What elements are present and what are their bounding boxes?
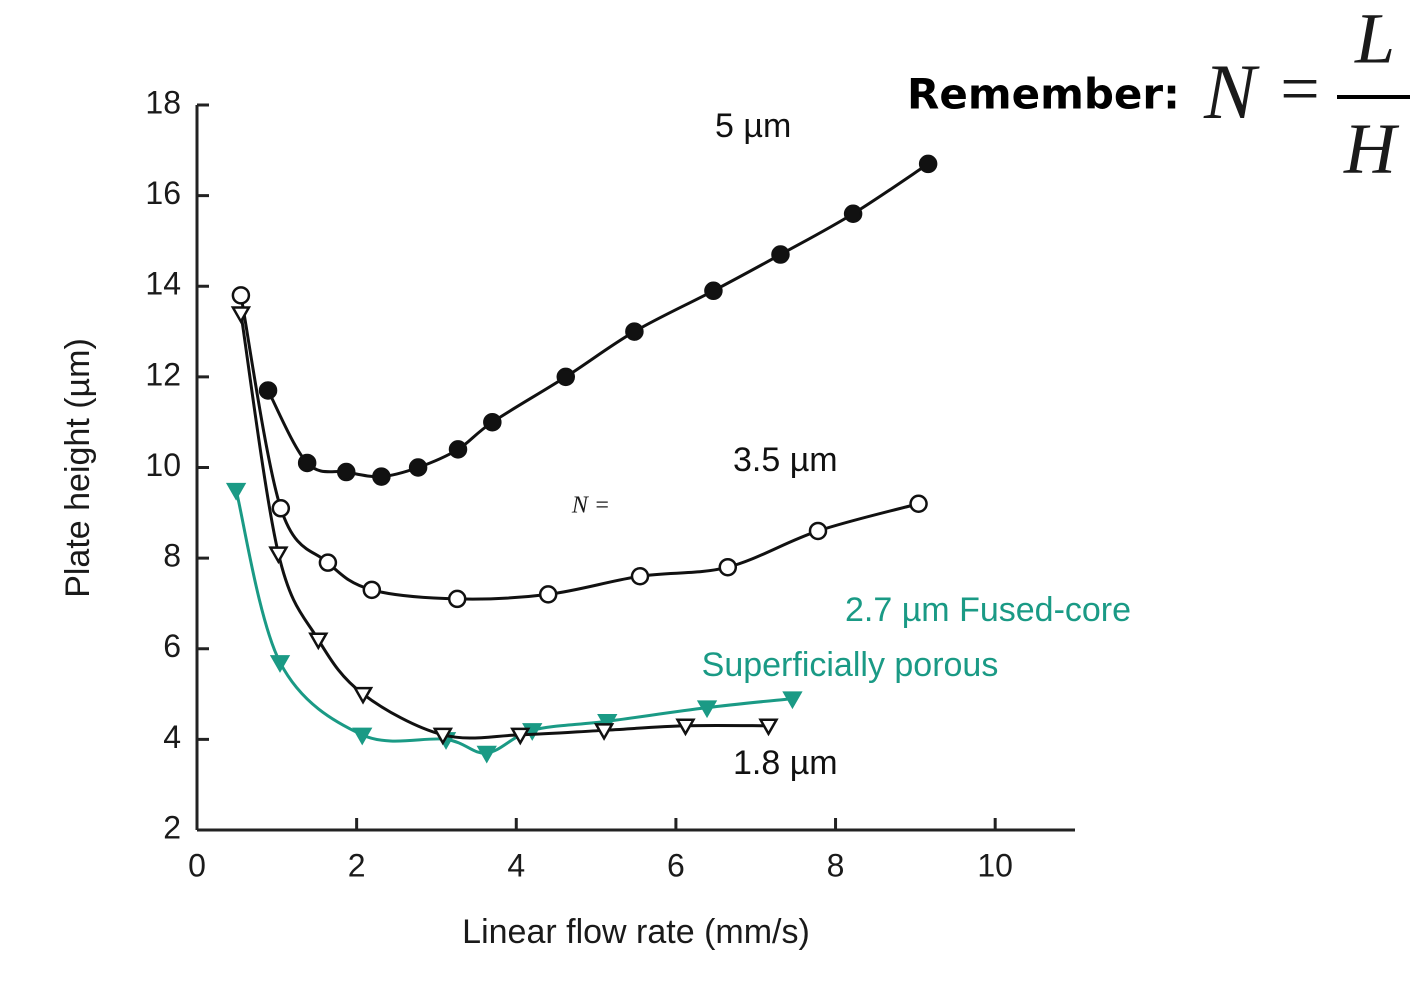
x-axis-label: Linear flow rate (mm/s): [462, 913, 810, 951]
formula-symbol: =: [1280, 51, 1319, 128]
data-point: [782, 691, 803, 710]
data-point: [225, 482, 247, 501]
data-point: [704, 281, 723, 301]
data-point: [538, 585, 558, 604]
data-point: [372, 467, 391, 486]
series-label: 1.8 µm: [733, 744, 838, 782]
data-point: [675, 718, 696, 737]
y-tick-label: 16: [145, 175, 181, 211]
data-point: [258, 381, 278, 400]
data-point: [918, 154, 938, 174]
data-point: [758, 718, 779, 737]
data-point: [230, 306, 252, 324]
data-point: [362, 580, 382, 600]
data-point: [476, 745, 497, 764]
x-tick-label: 8: [827, 847, 845, 883]
y-tick-label: 18: [145, 84, 181, 120]
data-point: [447, 589, 467, 609]
x-tick-label: 0: [188, 847, 206, 883]
data-point: [231, 286, 251, 305]
remember-label: Remember:: [907, 70, 1180, 119]
data-point: [630, 567, 650, 586]
formula-symbol: L: [1354, 0, 1395, 79]
data-point: [556, 367, 576, 387]
x-tick-label: 2: [348, 847, 366, 883]
data-point: [297, 453, 317, 473]
series-line: [239, 313, 769, 740]
data-point: [337, 462, 356, 482]
data-point: [625, 322, 644, 341]
x-tick-label: 4: [507, 847, 525, 883]
data-point: [909, 494, 928, 513]
x-tick-label: 6: [667, 847, 685, 883]
y-tick-label: 10: [145, 447, 181, 483]
data-point: [808, 521, 828, 541]
formula-symbol: H: [1343, 109, 1400, 189]
y-tick-label: 14: [145, 266, 181, 302]
series-label: 5 µm: [715, 107, 791, 145]
data-point: [318, 553, 338, 572]
y-tick-label: 4: [163, 719, 181, 755]
data-point: [843, 204, 863, 223]
data-point: [269, 655, 291, 673]
data-point: [696, 700, 718, 719]
series-annotation: Superficially porous: [702, 646, 999, 684]
data-point: [352, 686, 374, 705]
stray-formula: N =: [571, 493, 610, 519]
y-tick-label: 12: [145, 356, 181, 392]
series-line: [266, 162, 929, 479]
data-point: [448, 440, 468, 459]
data-point: [597, 714, 618, 732]
data-point: [510, 727, 531, 746]
data-point: [483, 412, 502, 432]
y-tick-label: 8: [163, 538, 181, 574]
data-point: [432, 727, 453, 746]
data-point: [271, 499, 291, 518]
y-tick-label: 2: [163, 809, 181, 845]
data-point: [718, 557, 738, 577]
series-label: 3.5 µm: [733, 441, 838, 479]
series-label: 2.7 µm Fused-core: [845, 591, 1131, 629]
data-point: [771, 245, 790, 264]
formula-symbol: N: [1203, 48, 1260, 135]
data-point: [593, 723, 615, 741]
y-tick-label: 6: [163, 628, 181, 664]
x-tick-label: 10: [977, 847, 1013, 883]
data-point: [352, 727, 373, 746]
data-point: [268, 546, 289, 565]
y-axis-label: Plate height (µm): [59, 338, 97, 598]
data-point: [408, 458, 428, 477]
data-point: [308, 632, 329, 651]
